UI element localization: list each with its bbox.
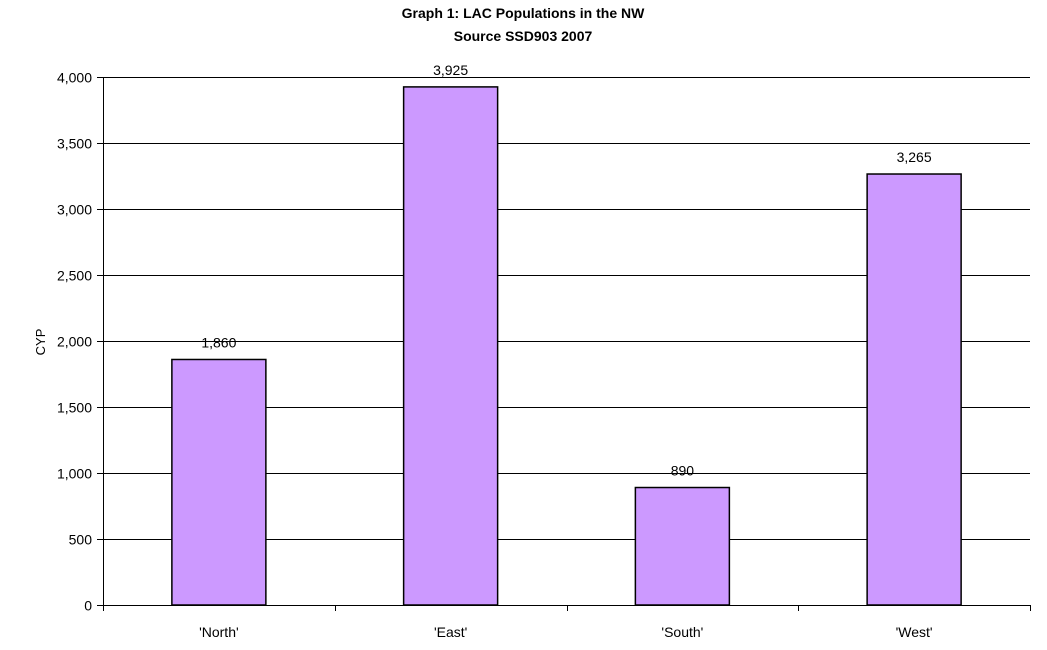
bar	[171, 358, 267, 606]
bar	[402, 86, 499, 606]
bars	[171, 86, 962, 606]
bar-value-label: 3,265	[897, 149, 932, 165]
y-tick-label: 2,000	[57, 334, 92, 350]
x-tick-labels: 'North' 'East' 'South' 'West'	[199, 624, 933, 640]
y-tick-label: 1,500	[57, 400, 92, 416]
x-tick-label: 'West'	[896, 624, 933, 640]
y-tick-label: 500	[69, 532, 93, 548]
bar-value-label: 3,925	[433, 62, 468, 78]
y-tick-label: 0	[84, 598, 92, 614]
y-tick-label: 2,500	[57, 268, 92, 284]
x-tick-label: 'South'	[661, 624, 703, 640]
axes	[97, 77, 1031, 611]
y-axis-label: CYP	[33, 329, 48, 356]
x-tick-label: 'North'	[199, 624, 239, 640]
data-labels: 1,860 3,925 890 3,265	[201, 62, 931, 479]
chart-subtitle: Source SSD903 2007	[454, 28, 593, 44]
y-tick-labels: 0 500 1,000 1,500 2,000 2,500 3,000 3,500 4,000	[57, 70, 92, 614]
y-tick-label: 4,000	[57, 70, 92, 86]
bar-value-label: 890	[671, 463, 695, 479]
x-tick-label: 'East'	[434, 624, 467, 640]
bar	[866, 173, 962, 606]
bar-value-label: 1,860	[201, 334, 236, 350]
y-tick-label: 3,000	[57, 202, 92, 218]
y-tick-label: 3,500	[57, 136, 92, 152]
chart-title: Graph 1: LAC Populations in the NW	[402, 5, 645, 21]
y-tick-label: 1,000	[57, 466, 92, 482]
bar	[634, 486, 731, 606]
